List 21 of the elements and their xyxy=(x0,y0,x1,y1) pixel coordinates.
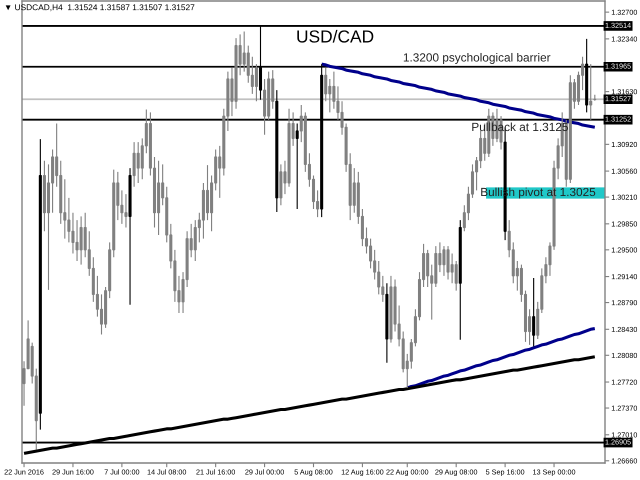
candlestick xyxy=(532,277,536,347)
candlestick xyxy=(389,275,392,344)
candlestick xyxy=(38,138,42,430)
candlestick xyxy=(80,216,83,266)
chart-subtitle: ▼ USDCAD,H4 1.31524 1.31587 1.31507 1.31527 xyxy=(6,4,194,12)
candlestick xyxy=(442,246,446,276)
candlestick xyxy=(136,142,140,184)
candlestick xyxy=(568,74,572,184)
candlestick xyxy=(124,194,128,228)
candlestick xyxy=(128,168,132,306)
candlestick xyxy=(279,164,282,206)
candlestick xyxy=(296,123,299,210)
line-series xyxy=(406,327,596,390)
candlestick xyxy=(157,160,160,236)
candlestick xyxy=(385,282,388,364)
candlestick xyxy=(589,64,592,120)
text: USD/CAD xyxy=(297,30,374,43)
candlestick xyxy=(132,142,136,188)
annotation: 1.3200 psychological barrier xyxy=(404,52,550,64)
candlestick xyxy=(446,246,450,280)
candlestick xyxy=(458,220,462,340)
